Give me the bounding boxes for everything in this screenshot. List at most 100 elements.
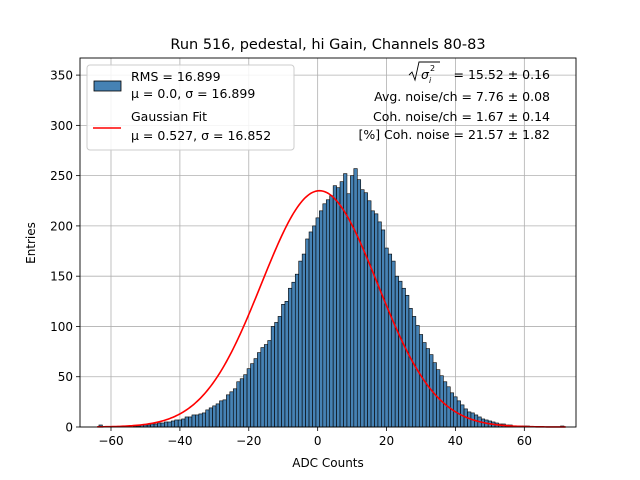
- histogram-bar: [419, 334, 422, 427]
- histogram-bar: [381, 230, 384, 427]
- histogram-bar: [395, 276, 398, 427]
- histogram-bar: [230, 392, 233, 427]
- y-tick-label: 0: [65, 421, 73, 435]
- y-tick-label: 150: [50, 270, 73, 284]
- histogram-bar: [233, 389, 236, 427]
- annotation-coh-noise-percent: [%] Coh. noise = 21.57 ± 1.82: [358, 127, 550, 142]
- histogram-bar: [406, 295, 409, 427]
- y-axis-label: Entries: [24, 222, 38, 264]
- histogram-bar: [257, 353, 260, 427]
- histogram-bar: [392, 261, 395, 427]
- histogram-bar: [323, 204, 326, 427]
- histogram-bar: [354, 169, 357, 427]
- histogram-bar: [226, 395, 229, 427]
- legend: RMS = 16.899 μ = 0.0, σ = 16.899 Gaussia…: [87, 65, 294, 150]
- histogram-bar: [195, 415, 198, 427]
- histogram-bar: [319, 211, 322, 427]
- histogram-bar: [409, 308, 412, 427]
- histogram-bar: [340, 182, 343, 427]
- histogram-bar: [161, 423, 164, 427]
- histogram-bar: [361, 190, 364, 427]
- x-tick-label: −40: [167, 434, 192, 448]
- x-axis-label: ADC Counts: [292, 456, 364, 470]
- histogram-bar: [220, 401, 223, 427]
- histogram-bar: [316, 218, 319, 427]
- histogram-bar: [158, 423, 161, 427]
- histogram-bar: [185, 417, 188, 427]
- histogram-bar: [247, 369, 250, 427]
- histogram-bar: [368, 201, 371, 427]
- histogram-bar: [182, 419, 185, 427]
- histogram-bar: [264, 345, 267, 427]
- chart-title: Run 516, pedestal, hi Gain, Channels 80-…: [170, 37, 485, 53]
- histogram-bar: [268, 341, 271, 427]
- histogram-bar: [295, 274, 298, 427]
- histogram-bar: [213, 406, 216, 427]
- y-tick-label: 200: [50, 219, 73, 233]
- histogram-bar: [326, 200, 329, 427]
- x-tick-label: 0: [314, 434, 322, 448]
- legend-entry-histogram-line2: μ = 0.0, σ = 16.899: [131, 86, 255, 101]
- histogram-bar: [385, 248, 388, 427]
- histogram-bar: [399, 281, 402, 427]
- histogram-bar: [285, 301, 288, 427]
- histogram-bar: [154, 424, 157, 427]
- histogram-bar: [216, 404, 219, 427]
- y-tick-label: 350: [50, 69, 73, 83]
- x-tick-label: 20: [379, 434, 394, 448]
- legend-bar-swatch: [94, 81, 121, 91]
- annotation-sigma-value: = 15.52 ± 0.16: [454, 67, 551, 82]
- annotation-avg-noise: Avg. noise/ch = 7.76 ± 0.08: [374, 89, 550, 104]
- histogram-bar: [292, 282, 295, 427]
- legend-entry-fit-line1: Gaussian Fit: [131, 109, 207, 124]
- histogram-bar: [347, 194, 350, 427]
- histogram-bar: [261, 348, 264, 427]
- annotation-coh-noise: Coh. noise/ch = 1.67 ± 0.14: [373, 109, 550, 124]
- histogram-bar: [244, 375, 247, 427]
- histogram-bar: [330, 196, 333, 427]
- y-tick-label: 300: [50, 119, 73, 133]
- histogram-bar: [171, 421, 174, 427]
- x-tick-label: 40: [448, 434, 463, 448]
- histogram-bar: [275, 322, 278, 427]
- histogram-bar: [209, 408, 212, 427]
- histogram-bar: [189, 417, 192, 427]
- histogram-bar: [423, 343, 426, 427]
- histogram-bar: [309, 232, 312, 427]
- histogram-bar: [378, 222, 381, 427]
- histogram-bar: [416, 325, 419, 427]
- histogram-bar: [151, 424, 154, 427]
- histogram-bar: [412, 316, 415, 427]
- histogram-bar: [178, 420, 181, 427]
- histogram-bar: [237, 382, 240, 427]
- histogram-bar: [175, 420, 178, 427]
- histogram-bar: [278, 316, 281, 427]
- histogram-bar: [333, 186, 336, 427]
- histogram-bar: [168, 422, 171, 427]
- histogram-bar: [251, 364, 254, 427]
- histogram-bar: [164, 422, 167, 427]
- y-tick-label: 50: [58, 370, 73, 384]
- histogram-bar: [299, 261, 302, 427]
- histogram-bar: [350, 176, 353, 427]
- histogram-bar: [302, 254, 305, 427]
- histogram-bar: [282, 304, 285, 427]
- x-tick-label: −60: [98, 434, 123, 448]
- histogram-bar: [306, 239, 309, 427]
- histogram-bar: [364, 193, 367, 427]
- histogram-bar: [388, 254, 391, 427]
- histogram-bar: [254, 359, 257, 427]
- histogram-bar: [206, 410, 209, 427]
- legend-entry-histogram-line1: RMS = 16.899: [131, 69, 221, 84]
- sigma-superscript: 2: [430, 64, 435, 73]
- histogram-bar: [199, 414, 202, 427]
- histogram-bar: [337, 188, 340, 427]
- histogram-bar: [271, 326, 274, 427]
- x-tick-label: 60: [517, 434, 532, 448]
- histogram-bar: [375, 214, 378, 427]
- histogram-bar: [240, 379, 243, 427]
- histogram-bar: [357, 180, 360, 427]
- histogram-bar: [402, 288, 405, 427]
- histogram-bar: [371, 211, 374, 427]
